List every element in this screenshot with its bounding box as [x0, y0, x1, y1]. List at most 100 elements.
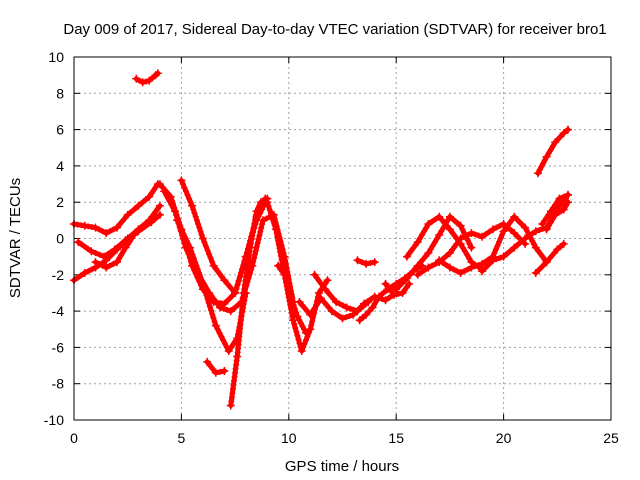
y-tick-label: 4 [56, 158, 64, 174]
series-arc-s [392, 212, 476, 294]
data-point [209, 261, 218, 270]
series-line [393, 214, 474, 292]
data-point [564, 190, 572, 199]
data-point [271, 225, 280, 234]
data-point [456, 269, 465, 277]
data-point [542, 225, 551, 234]
data-point [121, 243, 130, 252]
series-arc-k [226, 198, 265, 410]
data-point [306, 310, 315, 319]
data-point [424, 220, 433, 228]
data-point [239, 289, 248, 297]
series-arc-b [70, 201, 164, 285]
data-point [160, 187, 169, 196]
data-point [456, 221, 465, 230]
data-point [134, 227, 143, 236]
data-point [130, 230, 139, 239]
data-point [113, 258, 121, 267]
data-point [362, 259, 371, 268]
data-point [177, 176, 186, 185]
data-point [499, 227, 508, 236]
data-point [302, 328, 310, 337]
data-point [531, 269, 540, 277]
data-point [402, 252, 411, 261]
data-point [538, 220, 547, 228]
data-point [252, 207, 261, 216]
data-point [381, 279, 390, 288]
data-point [510, 229, 519, 238]
data-point [220, 276, 229, 285]
y-tick-label: 6 [56, 122, 64, 138]
data-point [521, 234, 530, 243]
data-point [362, 310, 371, 319]
data-point [445, 225, 454, 234]
x-axis-label: GPS time / hours [285, 458, 399, 475]
y-axis-label: SDTVAR / TECUs [7, 178, 24, 298]
data-point [186, 243, 194, 252]
data-point [534, 169, 542, 178]
data-point [80, 269, 89, 277]
data-point [510, 212, 519, 221]
data-point [553, 245, 562, 254]
data-point [198, 279, 207, 288]
series-arc-g [160, 187, 298, 316]
y-tick-label: -4 [52, 303, 65, 319]
x-tick-label: 0 [70, 430, 78, 446]
data-point [297, 347, 306, 355]
data-point [246, 243, 255, 252]
data-point [233, 352, 242, 361]
data-point [211, 368, 220, 377]
data-point [224, 347, 233, 355]
series-line [161, 188, 296, 314]
data-point [551, 210, 560, 219]
y-tick-label: -8 [52, 376, 65, 392]
data-point [102, 263, 111, 272]
series-arc-v [435, 212, 551, 277]
data-point [317, 294, 325, 303]
data-point [110, 245, 119, 254]
series-arc-c [74, 210, 164, 261]
y-tick-label: -6 [52, 339, 65, 355]
data-point [306, 325, 315, 334]
data-point [546, 207, 555, 216]
data-point [123, 210, 132, 219]
series-arc-q [353, 256, 379, 268]
data-point [398, 289, 407, 297]
data-point [134, 201, 143, 210]
x-tick-label: 10 [281, 430, 297, 446]
data-point [198, 234, 207, 243]
data-point [100, 252, 109, 261]
data-point [381, 296, 390, 305]
data-point [91, 258, 100, 267]
data-point [80, 221, 89, 230]
data-point [542, 258, 551, 267]
data-point [488, 225, 497, 234]
data-point [375, 292, 383, 301]
series-arc-e [132, 69, 162, 87]
y-tick-label: -10 [44, 412, 64, 428]
series-arc-j [203, 357, 229, 377]
data-point [353, 307, 362, 316]
data-series [70, 69, 572, 410]
data-point [188, 201, 197, 210]
x-tick-label: 25 [603, 430, 619, 446]
data-point [327, 307, 336, 316]
data-point [147, 218, 156, 227]
data-point [286, 292, 295, 301]
data-point [226, 307, 235, 316]
data-point [370, 258, 379, 267]
data-point [295, 298, 304, 306]
data-point [113, 223, 121, 232]
data-point [310, 270, 319, 279]
data-point [559, 205, 568, 214]
data-point [521, 223, 530, 232]
data-point [531, 243, 540, 252]
data-point [405, 279, 414, 288]
data-point [435, 212, 444, 221]
series-line [71, 203, 163, 283]
data-point [173, 216, 182, 225]
series-arc-a [70, 180, 162, 238]
data-point [551, 138, 560, 147]
data-point [323, 276, 332, 285]
